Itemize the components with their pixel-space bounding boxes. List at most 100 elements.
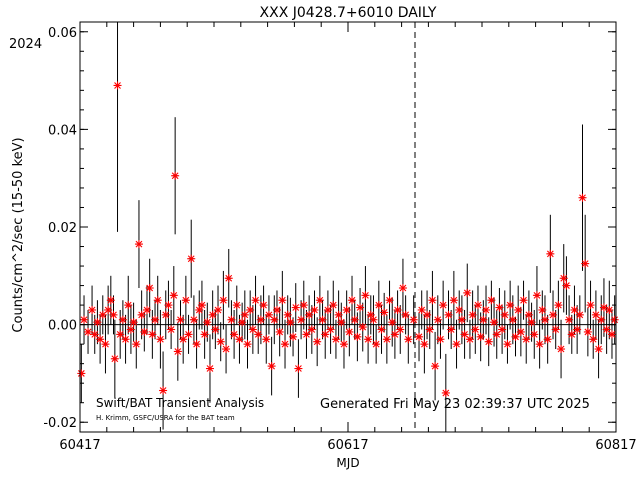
data-point	[401, 310, 410, 319]
data-point	[116, 330, 125, 339]
data-point	[455, 305, 464, 314]
data-point	[124, 301, 133, 310]
data-point	[369, 315, 378, 324]
y-tick-label: 0.06	[48, 26, 77, 41]
data-point	[305, 310, 314, 319]
data-point	[554, 301, 563, 310]
data-point	[597, 315, 606, 324]
data-point	[364, 335, 373, 344]
y-tick-label: 0.00	[48, 319, 77, 334]
data-point	[232, 301, 241, 310]
data-point	[358, 323, 367, 332]
data-point	[248, 325, 257, 334]
data-point	[153, 296, 162, 305]
data-point	[495, 303, 504, 312]
data-point	[96, 335, 105, 344]
data-point	[583, 327, 592, 336]
data-point	[538, 305, 547, 314]
data-point	[318, 315, 327, 324]
data-point	[441, 388, 450, 397]
data-point	[129, 318, 138, 327]
data-point	[98, 310, 107, 319]
data-point	[121, 335, 130, 344]
data-point	[286, 318, 295, 327]
data-point	[492, 330, 501, 339]
data-point	[500, 310, 509, 319]
data-point	[578, 193, 587, 202]
data-point	[423, 310, 432, 319]
data-point	[519, 296, 528, 305]
data-point	[315, 296, 324, 305]
data-point	[262, 335, 271, 344]
data-point	[377, 325, 386, 334]
data-point	[506, 301, 515, 310]
data-point	[109, 310, 118, 319]
data-point	[259, 301, 268, 310]
data-point	[256, 315, 265, 324]
data-point	[473, 301, 482, 310]
data-point	[254, 330, 263, 339]
data-point	[192, 340, 201, 349]
data-point	[140, 327, 149, 336]
footer-analysis-label: Swift/BAT Transient Analysis	[96, 396, 264, 410]
data-point	[540, 315, 549, 324]
data-point	[84, 327, 93, 336]
data-point	[361, 291, 370, 300]
data-point	[181, 296, 190, 305]
data-point	[549, 310, 558, 319]
data-point	[409, 315, 418, 324]
data-point	[468, 310, 477, 319]
data-point	[393, 305, 402, 314]
data-point	[463, 288, 472, 297]
data-point	[143, 305, 151, 314]
data-point	[350, 315, 359, 324]
data-point	[398, 284, 407, 293]
data-point	[294, 364, 303, 373]
data-point	[337, 318, 346, 327]
data-point	[570, 305, 579, 314]
data-point	[602, 325, 611, 334]
data-point	[610, 315, 619, 324]
data-point	[208, 310, 217, 319]
data-point	[77, 369, 86, 378]
data-point	[216, 337, 225, 346]
data-point	[169, 291, 178, 300]
data-point	[498, 325, 507, 334]
data-point	[415, 332, 424, 341]
data-point	[353, 332, 362, 341]
data-point	[591, 310, 600, 319]
data-point	[559, 274, 568, 283]
data-point	[88, 305, 97, 314]
data-point	[278, 296, 287, 305]
data-point	[93, 318, 102, 327]
data-point	[565, 315, 574, 324]
y-tick-label: 0.02	[48, 221, 77, 236]
data-point	[331, 335, 340, 344]
data-point	[307, 325, 316, 334]
data-point	[527, 318, 536, 327]
data-point	[179, 335, 188, 344]
data-point	[449, 296, 458, 305]
data-point	[476, 332, 485, 341]
data-point	[339, 340, 348, 349]
data-point	[243, 340, 252, 349]
data-point	[90, 330, 99, 339]
data-point	[562, 281, 571, 290]
data-point	[240, 310, 249, 319]
data-point	[508, 315, 517, 324]
data-point	[342, 305, 351, 314]
data-point	[145, 284, 154, 293]
data-point	[431, 362, 440, 371]
data-point	[219, 296, 228, 305]
data-point	[503, 340, 512, 349]
data-point	[385, 296, 394, 305]
data-point	[532, 291, 541, 300]
data-point	[134, 240, 143, 249]
data-point	[404, 335, 413, 344]
data-point	[222, 345, 231, 354]
data-point	[374, 301, 383, 310]
data-point	[238, 318, 247, 327]
data-point	[235, 335, 244, 344]
data-point	[575, 310, 584, 319]
data-point	[291, 303, 300, 312]
